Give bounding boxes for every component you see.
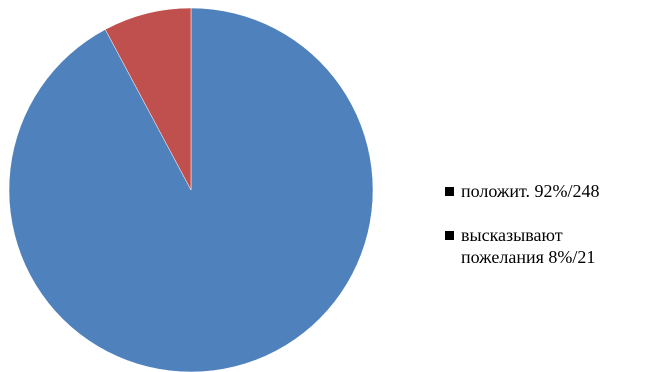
legend-marker-icon <box>445 187 454 196</box>
legend-item-wishes: высказывают пожелания 8%/21 <box>445 224 657 268</box>
pie-slice-1 <box>104 7 192 191</box>
legend: положит. 92%/248 высказывают пожелания 8… <box>445 180 657 290</box>
legend-item-positive: положит. 92%/248 <box>445 180 657 202</box>
legend-label-wishes: высказывают пожелания 8%/21 <box>461 225 596 267</box>
legend-label-positive: положит. 92%/248 <box>461 181 600 201</box>
legend-marker-icon <box>445 231 454 240</box>
pie-chart <box>8 7 374 372</box>
